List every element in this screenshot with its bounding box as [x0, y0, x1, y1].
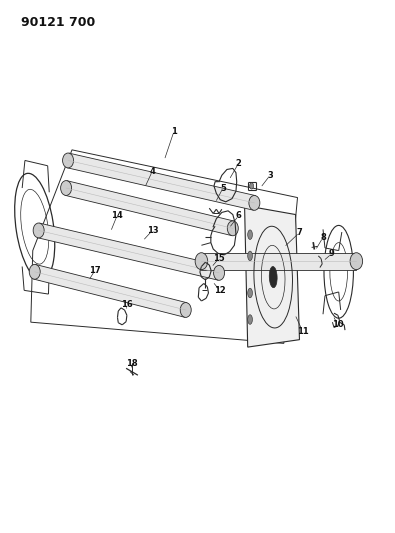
Text: 17: 17 — [89, 266, 101, 275]
Text: 13: 13 — [147, 226, 158, 235]
Text: 90121 700: 90121 700 — [21, 16, 95, 29]
Text: 12: 12 — [214, 286, 226, 295]
Ellipse shape — [248, 230, 252, 239]
Ellipse shape — [180, 303, 191, 317]
Text: 3: 3 — [267, 171, 273, 180]
Ellipse shape — [248, 315, 252, 324]
Ellipse shape — [249, 196, 260, 211]
Text: 4: 4 — [149, 166, 155, 175]
Text: 7: 7 — [297, 228, 302, 237]
Polygon shape — [34, 264, 187, 317]
Text: 5: 5 — [220, 183, 226, 192]
Ellipse shape — [214, 265, 225, 280]
Polygon shape — [67, 153, 255, 210]
Ellipse shape — [227, 221, 238, 236]
Ellipse shape — [62, 153, 73, 168]
Ellipse shape — [195, 253, 208, 270]
Text: 15: 15 — [213, 254, 224, 263]
Text: 1: 1 — [171, 127, 177, 136]
Text: 10: 10 — [332, 320, 344, 329]
Text: 18: 18 — [126, 359, 137, 367]
Ellipse shape — [248, 251, 252, 261]
Ellipse shape — [350, 253, 363, 270]
Ellipse shape — [33, 223, 44, 238]
Ellipse shape — [269, 266, 277, 288]
Ellipse shape — [250, 183, 254, 189]
Text: 9: 9 — [329, 249, 335, 259]
Text: 8: 8 — [320, 233, 326, 242]
Ellipse shape — [60, 181, 71, 196]
Text: 16: 16 — [121, 300, 133, 309]
Text: 11: 11 — [297, 327, 308, 336]
Polygon shape — [201, 253, 356, 270]
Ellipse shape — [29, 264, 40, 279]
Polygon shape — [38, 223, 220, 280]
Polygon shape — [245, 206, 299, 347]
Text: 2: 2 — [236, 159, 242, 167]
Ellipse shape — [248, 288, 252, 298]
Text: 6: 6 — [236, 211, 242, 220]
Polygon shape — [65, 181, 234, 236]
Text: 14: 14 — [111, 211, 123, 220]
